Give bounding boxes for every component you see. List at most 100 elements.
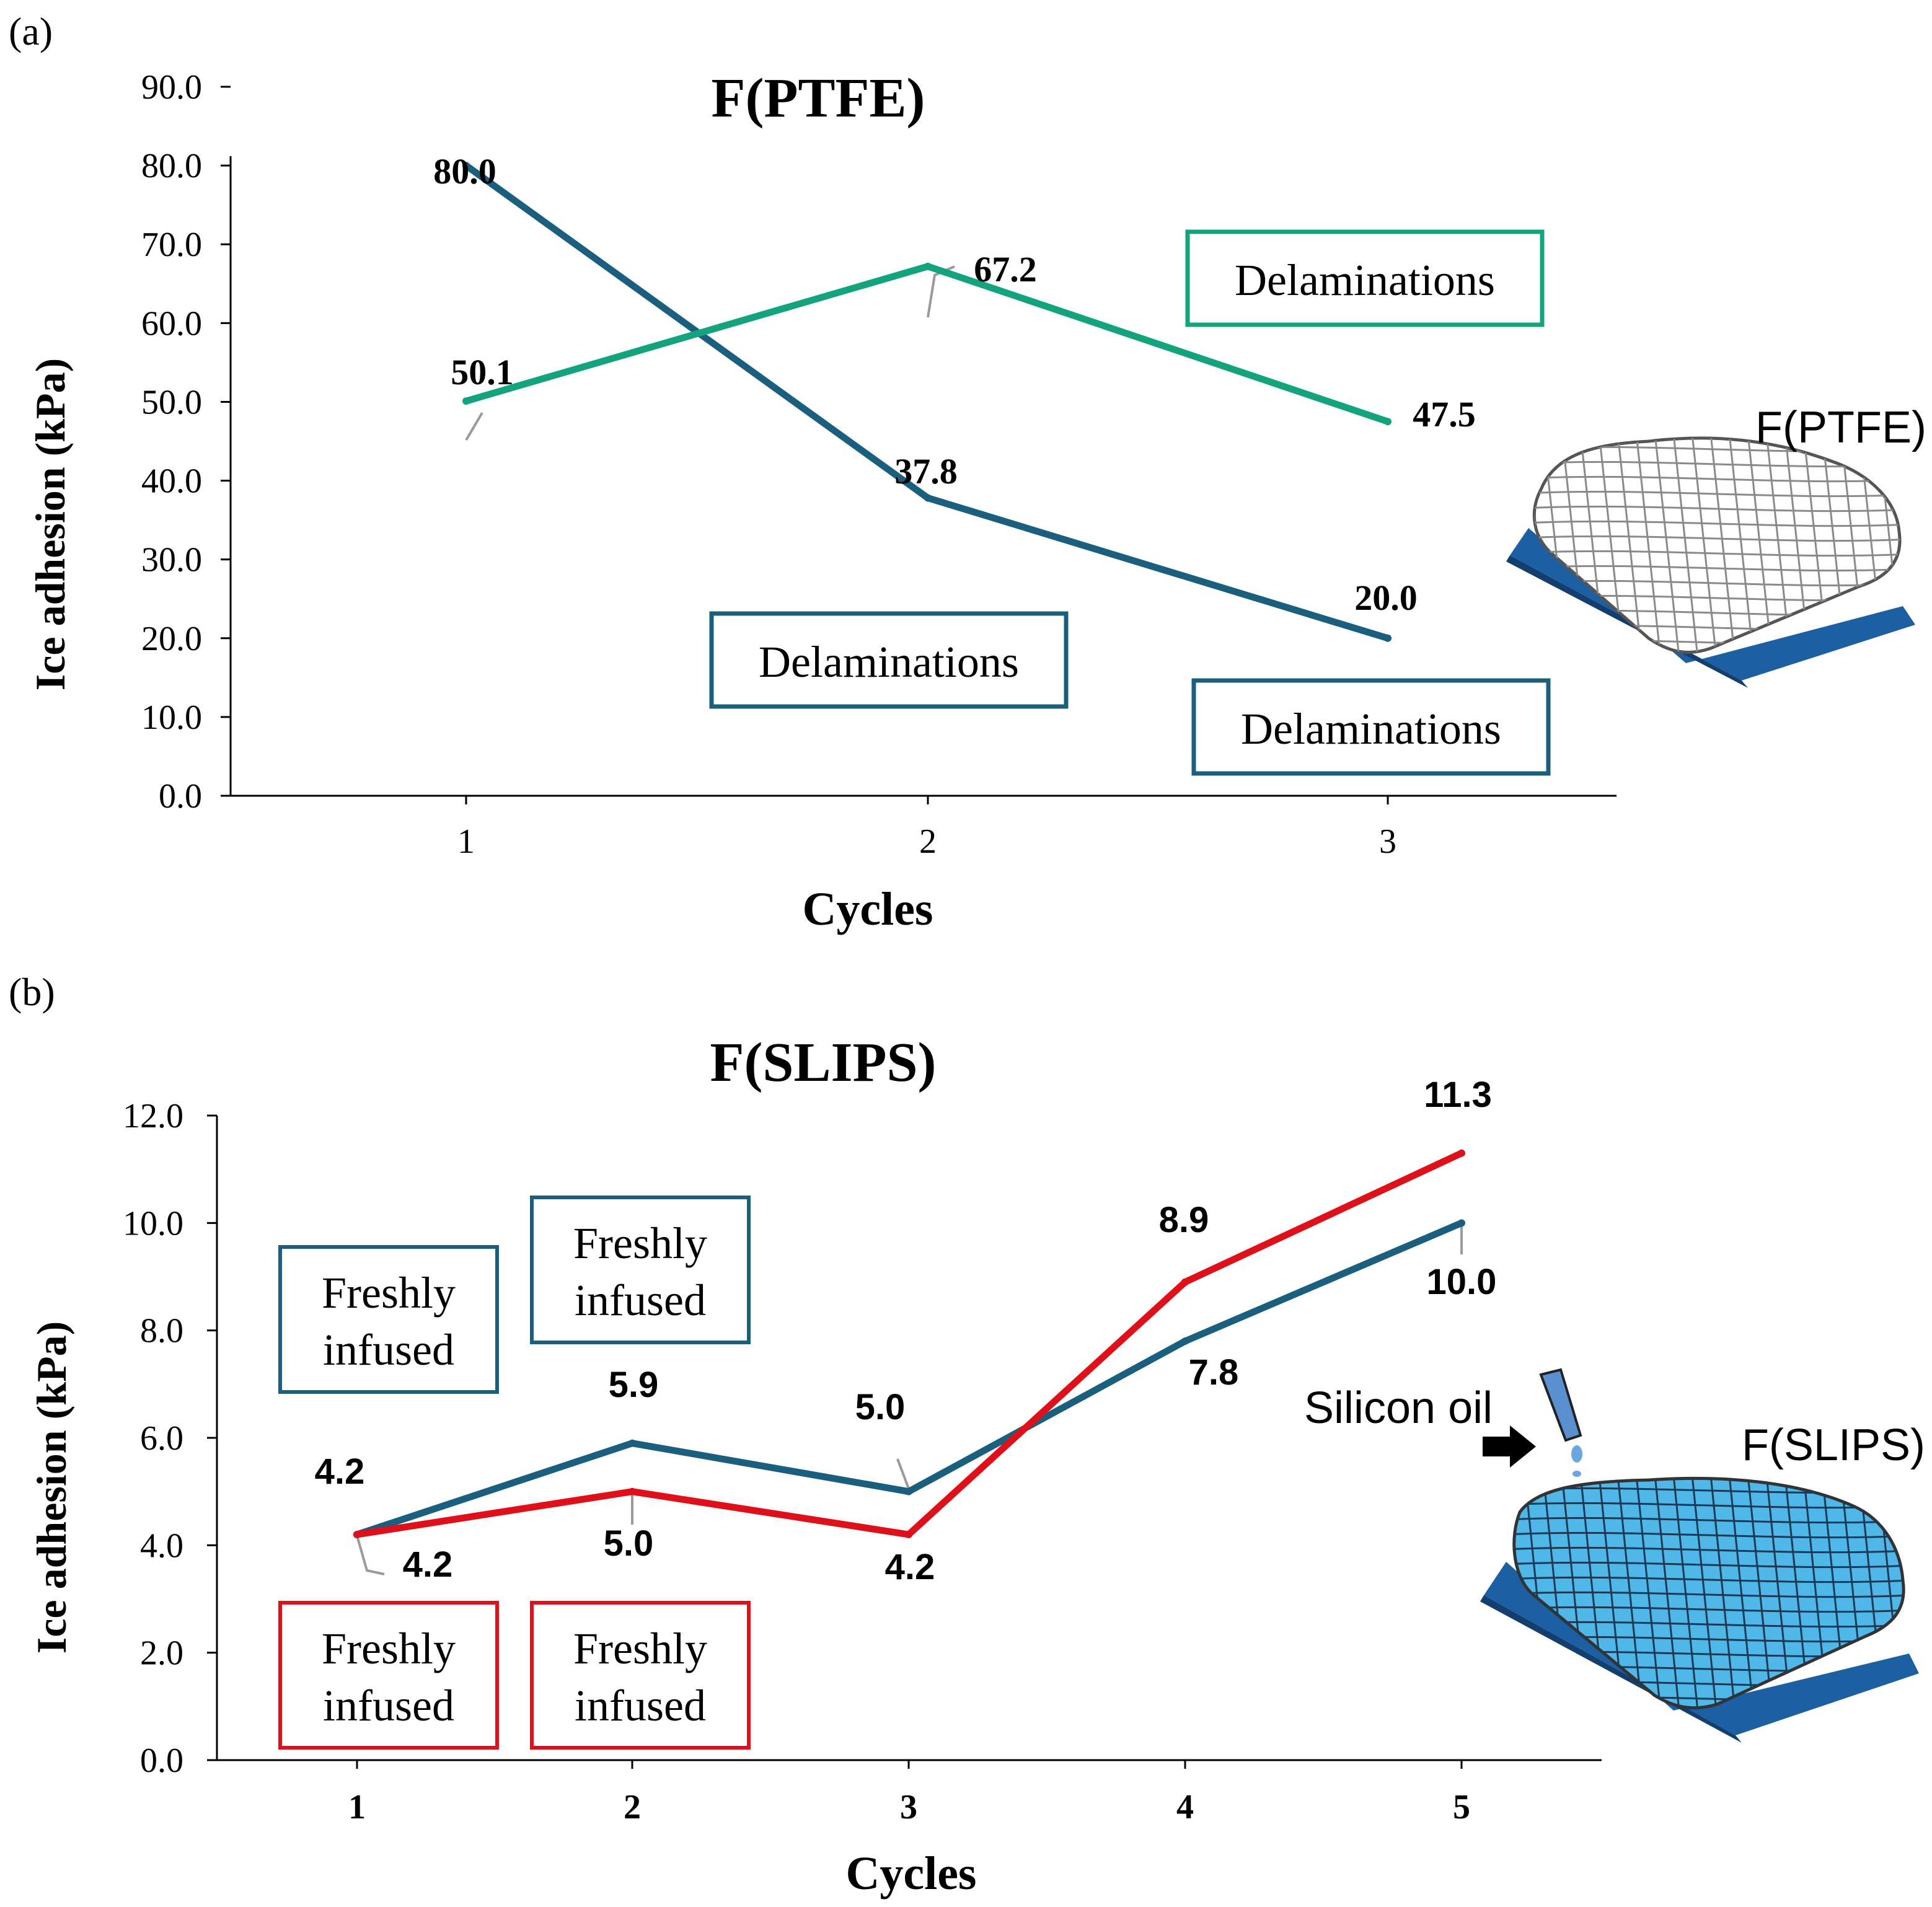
panel-a-data-labels: 80.0 37.8 20.0 50.1 67.2 47.5 (433, 151, 1476, 618)
annotation-text: Delaminations (1241, 704, 1501, 754)
y-tick-label: 4.0 (140, 1526, 183, 1565)
panel-b-leader-lines (356, 1225, 1463, 1575)
mesh-line (1534, 550, 1900, 557)
data-point (462, 397, 470, 405)
data-point (924, 262, 932, 270)
mesh-line (1672, 1478, 1700, 1708)
dropper-icon (1539, 1368, 1582, 1442)
x-tick-label: 1 (348, 1788, 366, 1826)
mesh-line (1672, 438, 1700, 653)
mesh-line (1514, 1561, 1904, 1569)
slips-illustration-label: F(SLIPS) (1742, 1420, 1925, 1470)
mesh-line (1514, 1591, 1904, 1598)
series-line (353, 1219, 1465, 1538)
mesh-line (1728, 438, 1755, 653)
data-point (353, 1531, 361, 1538)
annotation-box-green (1185, 229, 1545, 327)
data-label: 5.0 (604, 1523, 654, 1564)
substrate-plate (1510, 528, 1915, 680)
x-tick-label: 1 (457, 822, 475, 861)
annotation-box-red (278, 1601, 499, 1750)
annotation-text: Delaminations (1235, 255, 1495, 305)
x-tick-label: 2 (919, 822, 937, 861)
panel-b-data-labels: 4.2 5.9 5.0 7.8 10.0 4.2 5.0 4.2 8.9 11.3 (315, 1075, 1497, 1587)
y-tick-label: 90.0 (141, 68, 202, 107)
annotation-text: infused (575, 1681, 706, 1730)
mesh-line (1534, 505, 1900, 513)
ptfe-illustration-label: F(PTFE) (1755, 403, 1926, 452)
annotation-box-red (530, 1601, 751, 1750)
mesh-line (1654, 1478, 1681, 1708)
mesh-line (1728, 1478, 1755, 1708)
mesh-line (1691, 1478, 1718, 1708)
x-tick-label: 2 (624, 1788, 641, 1826)
leader-line (465, 412, 483, 441)
panel-a-label: (a) (9, 9, 53, 53)
y-tick-label: 2.0 (140, 1634, 183, 1673)
panel-b-x-axis-label: Cycles (845, 1848, 976, 1900)
annotation-text: Freshly (322, 1268, 456, 1318)
annotation-box-blue (709, 611, 1069, 709)
data-label: 50.1 (451, 352, 514, 392)
silicon-oil-label: Silicon oil (1304, 1383, 1493, 1433)
data-point (1384, 418, 1392, 426)
data-label: 10.0 (1427, 1262, 1497, 1302)
annotation-text: Delaminations (759, 637, 1019, 687)
y-tick-label: 70.0 (141, 226, 202, 264)
mesh-line (1514, 1531, 1904, 1539)
mesh-line (1654, 438, 1681, 653)
panel-a-series (462, 162, 1392, 642)
mesh-line (1691, 438, 1718, 653)
slips-coating-block (1512, 1476, 1905, 1710)
data-point (1458, 1219, 1465, 1227)
series-line (462, 162, 1392, 642)
slips-coating-illustration: Silicon oil F(SLIPS) (1304, 1368, 1925, 1743)
annotation-text: infused (323, 1325, 454, 1375)
x-tick-label: 3 (900, 1788, 917, 1826)
oil-drop-icon (1571, 1445, 1582, 1463)
panel-b-series (353, 1149, 1465, 1538)
annotation-box-blue (1191, 678, 1551, 776)
mesh-line (1534, 475, 1900, 483)
data-label: 4.2 (403, 1544, 453, 1585)
panel-a-annotations: Delaminations Delaminations Delamination… (709, 229, 1551, 776)
y-tick-label: 6.0 (140, 1419, 183, 1458)
mesh-line (1514, 1546, 1904, 1554)
annotation-text: Freshly (322, 1624, 456, 1673)
data-point (629, 1487, 636, 1495)
y-tick-label: 10.0 (123, 1204, 183, 1243)
y-tick-label: 0.0 (159, 777, 202, 816)
panel-a-title: F(PTFE) (712, 68, 925, 129)
mesh-line (1617, 1478, 1644, 1708)
data-label: 80.0 (433, 151, 496, 192)
y-tick-label: 30.0 (141, 541, 202, 579)
data-point (462, 162, 470, 170)
data-label: 8.9 (1159, 1200, 1209, 1240)
y-tick-label: 80.0 (141, 147, 202, 185)
y-tick-label: 10.0 (141, 698, 202, 737)
data-label: 5.9 (609, 1365, 659, 1405)
data-label: 11.3 (1424, 1075, 1492, 1115)
panel-b-y-ticks: 0.0 2.0 4.0 6.0 8.0 10.0 12.0 (123, 1097, 217, 1780)
y-tick-label: 8.0 (140, 1312, 183, 1350)
mesh-line (1709, 438, 1737, 653)
annotation-box-blue (530, 1196, 751, 1344)
annotation-text: infused (575, 1275, 706, 1325)
mesh-line (1534, 520, 1900, 527)
panel-b-label: (b) (9, 970, 55, 1014)
annotation-text: infused (323, 1681, 454, 1730)
panel-b-y-axis-label: Ice adhesion (kPa) (28, 1321, 75, 1654)
leader-line (356, 1535, 385, 1575)
data-point (1458, 1149, 1465, 1157)
mesh-line (1635, 1478, 1662, 1708)
data-point (1181, 1337, 1189, 1345)
substrate-plate (1484, 1562, 1919, 1735)
mesh-line (1635, 438, 1662, 653)
data-label: 7.8 (1189, 1352, 1239, 1393)
panel-a-leader-lines (465, 265, 955, 441)
panel-a-x-ticks: 1 2 3 (457, 796, 1396, 861)
y-tick-label: 60.0 (141, 304, 202, 343)
mesh-line (1514, 1502, 1904, 1509)
data-label: 67.2 (974, 249, 1037, 289)
